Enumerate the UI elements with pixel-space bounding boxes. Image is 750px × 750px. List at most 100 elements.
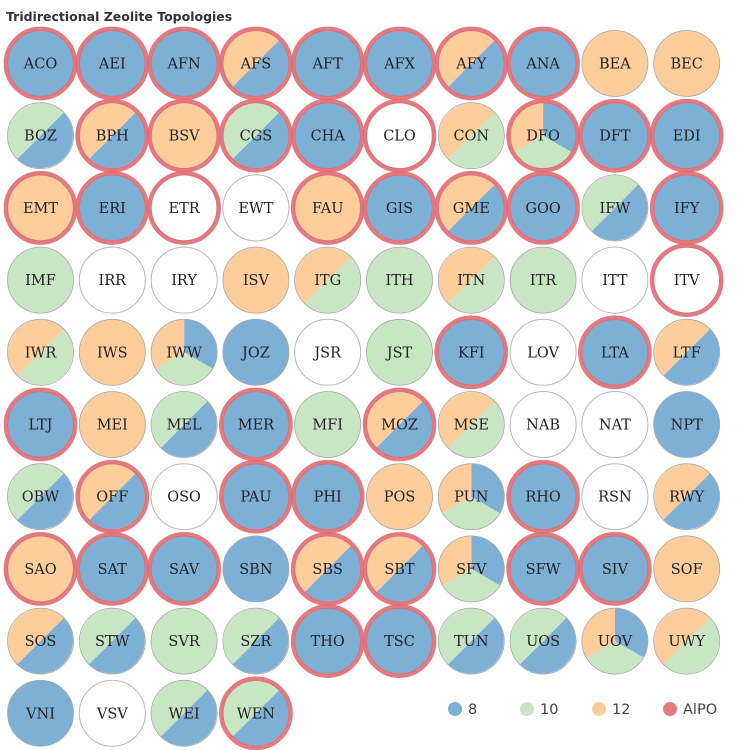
node-slice-10 — [223, 608, 280, 665]
node-outline — [437, 607, 505, 675]
node-slice-12 — [366, 536, 423, 593]
node-slice-10 — [509, 246, 577, 314]
node-outline — [7, 318, 74, 386]
node-siv: SIV — [578, 532, 652, 606]
node-outline — [150, 318, 218, 386]
node-label: EMT — [23, 201, 58, 217]
alpo-ring — [506, 171, 580, 245]
node-label: VNI — [25, 706, 55, 722]
node-sbs: SBS — [290, 532, 365, 606]
node-slice-8 — [160, 689, 217, 746]
node-outline — [7, 463, 74, 531]
node-label: RHO — [525, 490, 561, 506]
node-slice-12 — [653, 535, 721, 603]
node-slice-8 — [653, 391, 721, 458]
node-label: ITH — [385, 273, 413, 289]
node-obw: OBW — [7, 463, 74, 531]
node-slice-12 — [438, 535, 472, 586]
node-label: LTF — [673, 345, 701, 361]
node-label: NAB — [526, 418, 560, 434]
node-uos: UOS — [509, 607, 577, 675]
node-slice-empty — [78, 679, 146, 747]
node-slice-8 — [471, 463, 505, 514]
node-itg: ITG — [294, 246, 362, 314]
node-slice-8 — [519, 617, 576, 674]
node-label: UOV — [598, 634, 633, 650]
node-outline — [437, 391, 505, 458]
node-outline — [437, 246, 505, 314]
node-outline — [437, 463, 505, 531]
alpo-ring — [219, 98, 293, 173]
node-slice-12 — [438, 30, 495, 87]
node-pau: PAU — [219, 459, 293, 534]
node-label: WEI — [168, 706, 199, 722]
node-jsr: JSR — [294, 318, 362, 386]
node-label: AFS — [240, 57, 271, 73]
node-sos: SOS — [7, 607, 74, 675]
node-sav: SAV — [147, 532, 221, 606]
alpo-ring — [362, 171, 437, 245]
node-slice-12 — [366, 463, 433, 531]
node-slice-8 — [232, 112, 289, 169]
alpo-ring — [578, 532, 652, 606]
alpo-ring — [3, 387, 78, 462]
node-label: AFY — [455, 57, 487, 73]
node-slice-12 — [581, 608, 615, 658]
node-slice-12 — [654, 319, 711, 376]
node-slice-8 — [222, 535, 290, 603]
node-bec: BEC — [653, 30, 721, 97]
alpo-ring — [649, 171, 724, 245]
node-label: MEI — [97, 418, 128, 434]
node-sbn: SBN — [222, 535, 290, 603]
node-pun: PUN — [437, 463, 505, 531]
node-slice-10 — [7, 103, 64, 160]
node-slice-10 — [447, 401, 504, 458]
node-label: OFF — [96, 490, 128, 506]
node-slice-10 — [438, 608, 495, 665]
node-label: CON — [453, 129, 489, 145]
node-joz: JOZ — [222, 318, 290, 386]
node-label: AFT — [312, 57, 344, 73]
node-label: ANA — [525, 57, 560, 73]
node-slice-10 — [442, 568, 500, 602]
node-slice-8 — [88, 112, 145, 169]
node-npt: NPT — [653, 391, 721, 458]
alpo-ring — [219, 26, 293, 101]
node-label: IRY — [171, 273, 197, 289]
node-rho: RHO — [506, 459, 580, 534]
alpo-ring — [219, 676, 293, 750]
node-label: SBS — [312, 562, 343, 578]
node-slice-10 — [17, 328, 74, 385]
alpo-ring — [75, 171, 150, 245]
legend-item-12: 12 — [592, 702, 630, 718]
node-tho: THO — [290, 604, 365, 678]
chart-title: Tridirectional Zeolite Topologies — [6, 9, 233, 24]
node-slice-10 — [366, 318, 433, 386]
alpo-ring — [290, 98, 365, 173]
node-nab: NAB — [509, 391, 577, 458]
node-slice-10 — [663, 617, 720, 674]
node-slice-8 — [447, 184, 504, 241]
node-label: VSV — [96, 706, 128, 722]
node-jst: JST — [366, 318, 433, 386]
node-slice-8 — [160, 401, 217, 458]
node-label: IRR — [99, 273, 128, 289]
node-slice-empty — [581, 391, 649, 458]
node-label: BEC — [671, 57, 703, 73]
node-label: LOV — [527, 345, 559, 361]
node-slice-8 — [376, 401, 433, 458]
node-slice-10 — [366, 246, 433, 314]
node-itt: ITT — [581, 246, 649, 314]
node-slice-empty — [222, 174, 290, 242]
node-szr: SZR — [222, 607, 290, 675]
nodes-layer: ACO AEI AFN AFS AFT AFX AFY ANA BEA BEC BOZ BPH BSV C… — [3, 26, 724, 750]
node-slice-10 — [514, 135, 572, 169]
alpo-ring — [3, 26, 78, 101]
node-slice-12 — [581, 30, 649, 97]
node-label: SFV — [456, 562, 487, 578]
node-label: TUN — [454, 634, 489, 650]
node-goo: GOO — [506, 171, 580, 245]
node-label: AFN — [166, 57, 201, 73]
alpo-ring — [649, 243, 724, 317]
node-outline — [150, 679, 218, 747]
